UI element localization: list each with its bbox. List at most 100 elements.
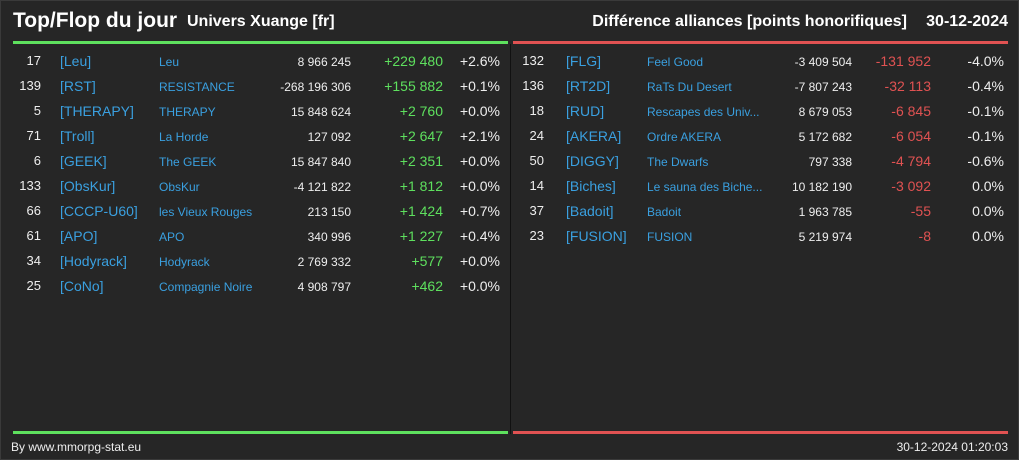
- top-row: 6 [GEEK] The GEEK 15 847 840 +2 351 +0.0%: [13, 149, 508, 174]
- header: Top/Flop du jour Univers Xuange [fr] Dif…: [1, 1, 1019, 41]
- percent-value: 0.0%: [972, 228, 1004, 244]
- rank: 5: [33, 103, 41, 118]
- percent-value: +0.0%: [459, 103, 500, 119]
- top-list: 17 [Leu] Leu 8 966 245 +229 480 +2.6% 139 [RST]…: [13, 49, 508, 299]
- change-value: -6 054: [891, 128, 931, 144]
- percent-value: -0.1%: [967, 128, 1004, 144]
- top-row: 139 [RST] RESISTANCE -268 196 306 +155 882 +0…: [13, 74, 508, 99]
- points-value: 340 996: [307, 230, 351, 244]
- flop-bottom-bar: [513, 431, 1008, 434]
- alliance-tag-link[interactable]: [DIGGY]: [566, 153, 619, 169]
- change-value: +2 647: [399, 128, 443, 144]
- alliance-tag-link[interactable]: [Badoit]: [566, 203, 614, 219]
- change-value: +155 882: [384, 78, 443, 94]
- points-value: 8 679 053: [798, 105, 852, 119]
- category-label: Différence alliances [points honorifique…: [592, 13, 907, 30]
- flop-accent-bar: [513, 41, 1008, 44]
- points-value: -7 807 243: [794, 80, 852, 94]
- flop-row: 136 [RT2D] RaTs Du Desert -7 807 243 -32 113…: [513, 74, 1008, 99]
- alliance-tag-link[interactable]: [FLG]: [566, 53, 602, 69]
- top-accent-bar: [13, 41, 508, 44]
- universe-label: Univers Xuange [fr]: [187, 13, 335, 30]
- points-value: -4 121 822: [293, 180, 351, 194]
- percent-value: +0.0%: [459, 278, 500, 294]
- points-value: 10 182 190: [791, 180, 852, 194]
- percent-value: +0.0%: [459, 253, 500, 269]
- points-value: 127 092: [307, 130, 351, 144]
- alliance-tag-link[interactable]: [Biches]: [566, 178, 616, 194]
- rank: 132: [522, 53, 544, 68]
- percent-value: -0.6%: [967, 153, 1004, 169]
- alliance-tag-link[interactable]: [CCCP-U60]: [60, 203, 138, 219]
- points-value: 213 150: [307, 205, 351, 219]
- alliance-tag-link[interactable]: [THERAPY]: [60, 103, 134, 119]
- percent-value: +0.0%: [459, 178, 500, 194]
- top-row: 61 [APO] APO 340 996 +1 227 +0.4%: [13, 224, 508, 249]
- percent-value: -0.1%: [967, 103, 1004, 119]
- points-value: 15 848 624: [290, 105, 351, 119]
- change-value: +2 351: [399, 153, 443, 169]
- alliance-tag-link[interactable]: [APO]: [60, 228, 98, 244]
- flop-row: 18 [RUD] Rescapes des Univ... 8 679 053 -6 8…: [513, 99, 1008, 124]
- percent-value: +0.1%: [459, 78, 500, 94]
- top-row: 5 [THERAPY] THERAPY 15 848 624 +2 760 +0.0%: [13, 99, 508, 124]
- flop-row: 23 [FUSION] FUSION 5 219 974 -8 0.0%: [513, 224, 1008, 249]
- alliance-tag-link[interactable]: [FUSION]: [566, 228, 627, 244]
- rank: 61: [26, 228, 41, 243]
- rank: 139: [19, 78, 41, 93]
- footer-credit-link[interactable]: By www.mmorpg-stat.eu: [11, 440, 142, 454]
- top-row: 17 [Leu] Leu 8 966 245 +229 480 +2.6%: [13, 49, 508, 74]
- points-value: 15 847 840: [290, 155, 351, 169]
- alliance-tag-link[interactable]: [Hodyrack]: [60, 253, 127, 269]
- rank: 24: [529, 128, 544, 143]
- points-value: 797 338: [808, 155, 852, 169]
- rank: 133: [19, 178, 41, 193]
- points-value: 2 769 332: [297, 255, 351, 269]
- top-row: 34 [Hodyrack] Hodyrack 2 769 332 +577 +0.0%: [13, 249, 508, 274]
- footer-timestamp: 30-12-2024 01:20:03: [896, 440, 1008, 454]
- top-row: 25 [CoNo] Compagnie Noire 4 908 797 +462 +0.0…: [13, 274, 508, 299]
- rank: 23: [529, 228, 544, 243]
- flop-list: 132 [FLG] Feel Good -3 409 504 -131 952 -4.0%…: [513, 49, 1008, 249]
- change-value: -32 113: [884, 78, 931, 94]
- change-value: -55: [910, 203, 931, 219]
- flop-row: 24 [AKERA] Ordre AKERA 5 172 682 -6 054 -0.1%: [513, 124, 1008, 149]
- rank: 50: [529, 153, 544, 168]
- alliance-tag-link[interactable]: [RUD]: [566, 103, 605, 119]
- percent-value: -4.0%: [967, 53, 1004, 69]
- alliance-tag-link[interactable]: [ObsKur]: [60, 178, 116, 194]
- points-value: 4 908 797: [297, 280, 351, 294]
- change-value: +462: [411, 278, 443, 294]
- alliance-tag-link[interactable]: [Troll]: [60, 128, 95, 144]
- alliance-tag-link[interactable]: [GEEK]: [60, 153, 107, 169]
- rank: 18: [529, 103, 544, 118]
- rank: 6: [33, 153, 41, 168]
- percent-value: +0.4%: [459, 228, 500, 244]
- header-date: 30-12-2024: [926, 13, 1008, 30]
- flop-row: 132 [FLG] Feel Good -3 409 504 -131 952 -4.0%: [513, 49, 1008, 74]
- points-value: -268 196 306: [280, 80, 351, 94]
- alliance-tag-link[interactable]: [CoNo]: [60, 278, 104, 294]
- percent-value: -0.4%: [967, 78, 1004, 94]
- percent-value: 0.0%: [972, 203, 1004, 219]
- points-value: 5 219 974: [798, 230, 852, 244]
- flop-row: 37 [Badoit] Badoit 1 963 785 -55 0.0%: [513, 199, 1008, 224]
- points-value: 8 966 245: [297, 55, 351, 69]
- points-value: 1 963 785: [798, 205, 852, 219]
- top-bottom-bar: [13, 431, 508, 434]
- alliance-tag-link[interactable]: [RT2D]: [566, 78, 611, 94]
- change-value: -3 092: [891, 178, 931, 194]
- page-title: Top/Flop du jour: [13, 9, 178, 32]
- change-value: -131 952: [875, 53, 931, 69]
- alliance-tag-link[interactable]: [RST]: [60, 78, 96, 94]
- percent-value: +0.0%: [459, 153, 500, 169]
- points-value: 5 172 682: [798, 130, 852, 144]
- alliance-tag-link[interactable]: [AKERA]: [566, 128, 622, 144]
- percent-value: +2.6%: [459, 53, 500, 69]
- change-value: -6 845: [891, 103, 931, 119]
- points-value: -3 409 504: [794, 55, 852, 69]
- top-row: 133 [ObsKur] ObsKur -4 121 822 +1 812 +0.0%: [13, 174, 508, 199]
- rank: 37: [529, 203, 544, 218]
- alliance-tag-link[interactable]: [Leu]: [60, 53, 92, 69]
- change-value: +1 227: [399, 228, 443, 244]
